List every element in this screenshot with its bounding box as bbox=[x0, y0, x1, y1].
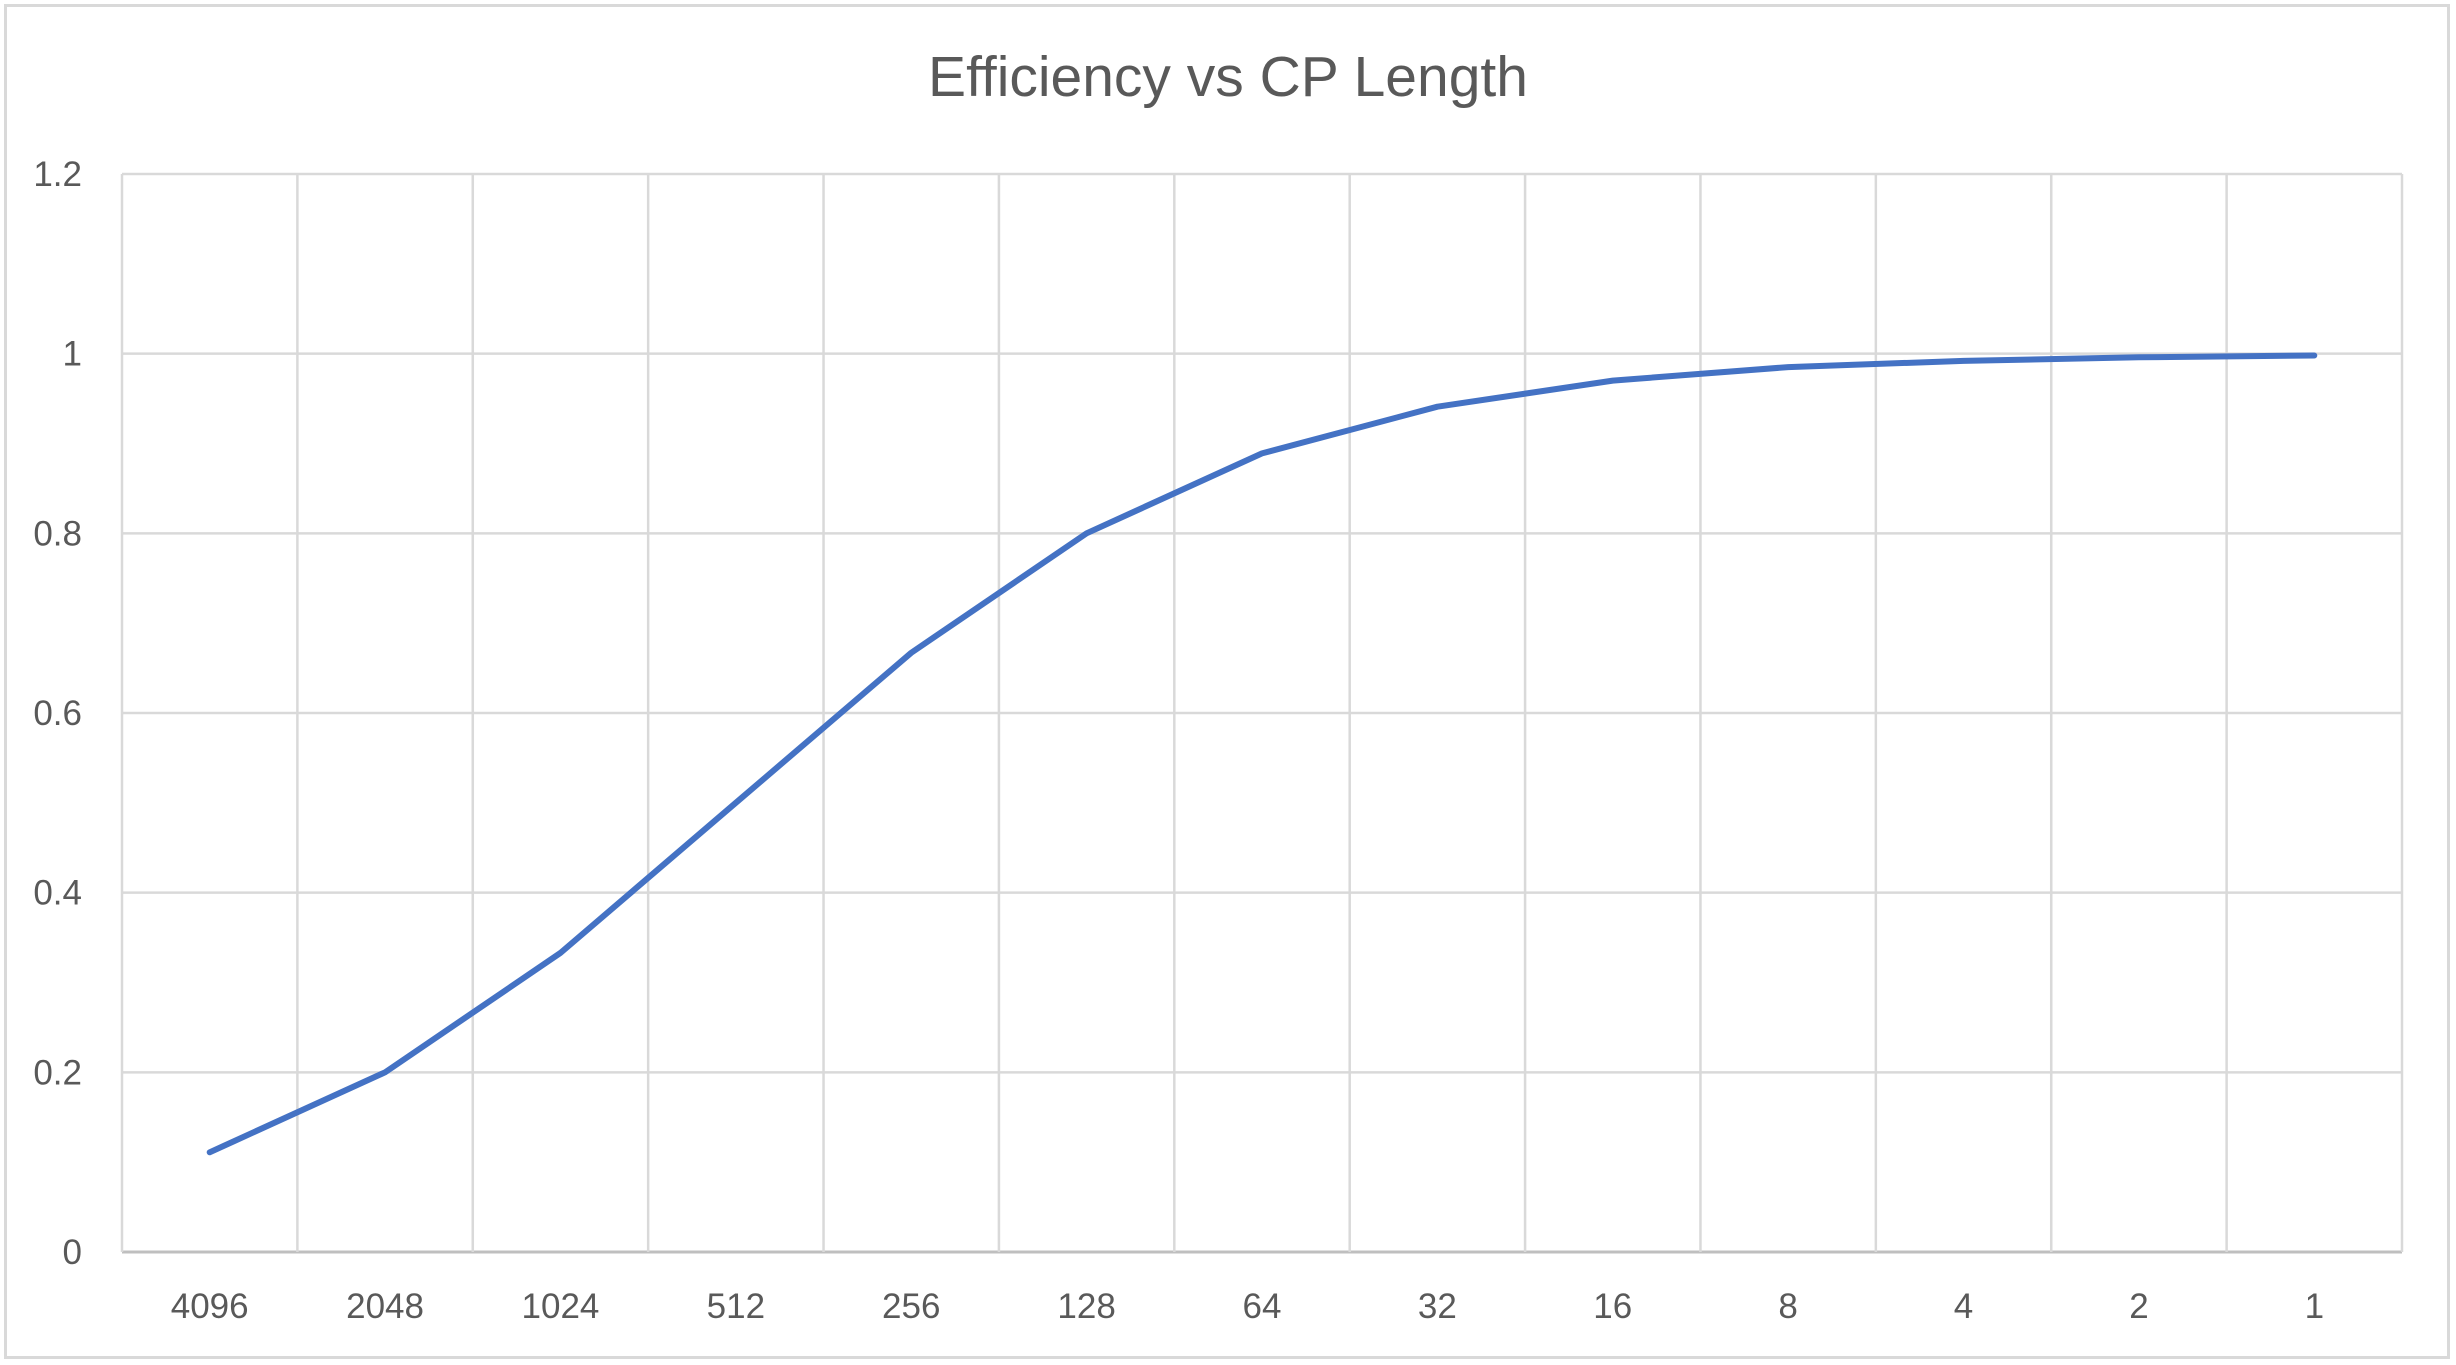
series-line bbox=[206, 352, 2318, 1156]
x-tick-label: 1 bbox=[2305, 1287, 2324, 1326]
y-tick-label: 0.2 bbox=[33, 1053, 82, 1092]
x-tick-label: 4 bbox=[1954, 1287, 1973, 1326]
x-tick-label: 1024 bbox=[522, 1287, 600, 1326]
y-tick-label: 1 bbox=[63, 335, 82, 374]
x-tick-label: 32 bbox=[1418, 1287, 1457, 1326]
x-tick-label: 4096 bbox=[171, 1287, 249, 1326]
x-tick-label: 128 bbox=[1057, 1287, 1115, 1326]
y-tick-label: 1.2 bbox=[33, 155, 82, 194]
y-tick-label: 0.4 bbox=[33, 874, 82, 913]
y-axis-ticks: 0 0.2 0.4 0.6 0.8 1 1.2 bbox=[33, 155, 82, 1272]
x-tick-label: 2048 bbox=[346, 1287, 424, 1326]
y-tick-label: 0.6 bbox=[33, 694, 82, 733]
series-group bbox=[206, 352, 2318, 1156]
x-tick-label: 2 bbox=[2129, 1287, 2148, 1326]
x-tick-label: 8 bbox=[1778, 1287, 1797, 1326]
x-tick-label: 512 bbox=[707, 1287, 765, 1326]
y-tick-label: 0.8 bbox=[33, 514, 82, 553]
x-axis-ticks: 4096 2048 1024 512 256 128 64 32 16 8 4 2 1 bbox=[171, 1287, 2324, 1326]
x-tick-label: 64 bbox=[1243, 1287, 1282, 1326]
chart-title: Efficiency vs CP Length bbox=[928, 45, 1528, 109]
y-tick-label: 0 bbox=[63, 1233, 82, 1272]
x-tick-label: 16 bbox=[1593, 1287, 1632, 1326]
chart-frame bbox=[4, 4, 2450, 1359]
x-tick-label: 256 bbox=[882, 1287, 940, 1326]
gridlines bbox=[120, 172, 2404, 1254]
